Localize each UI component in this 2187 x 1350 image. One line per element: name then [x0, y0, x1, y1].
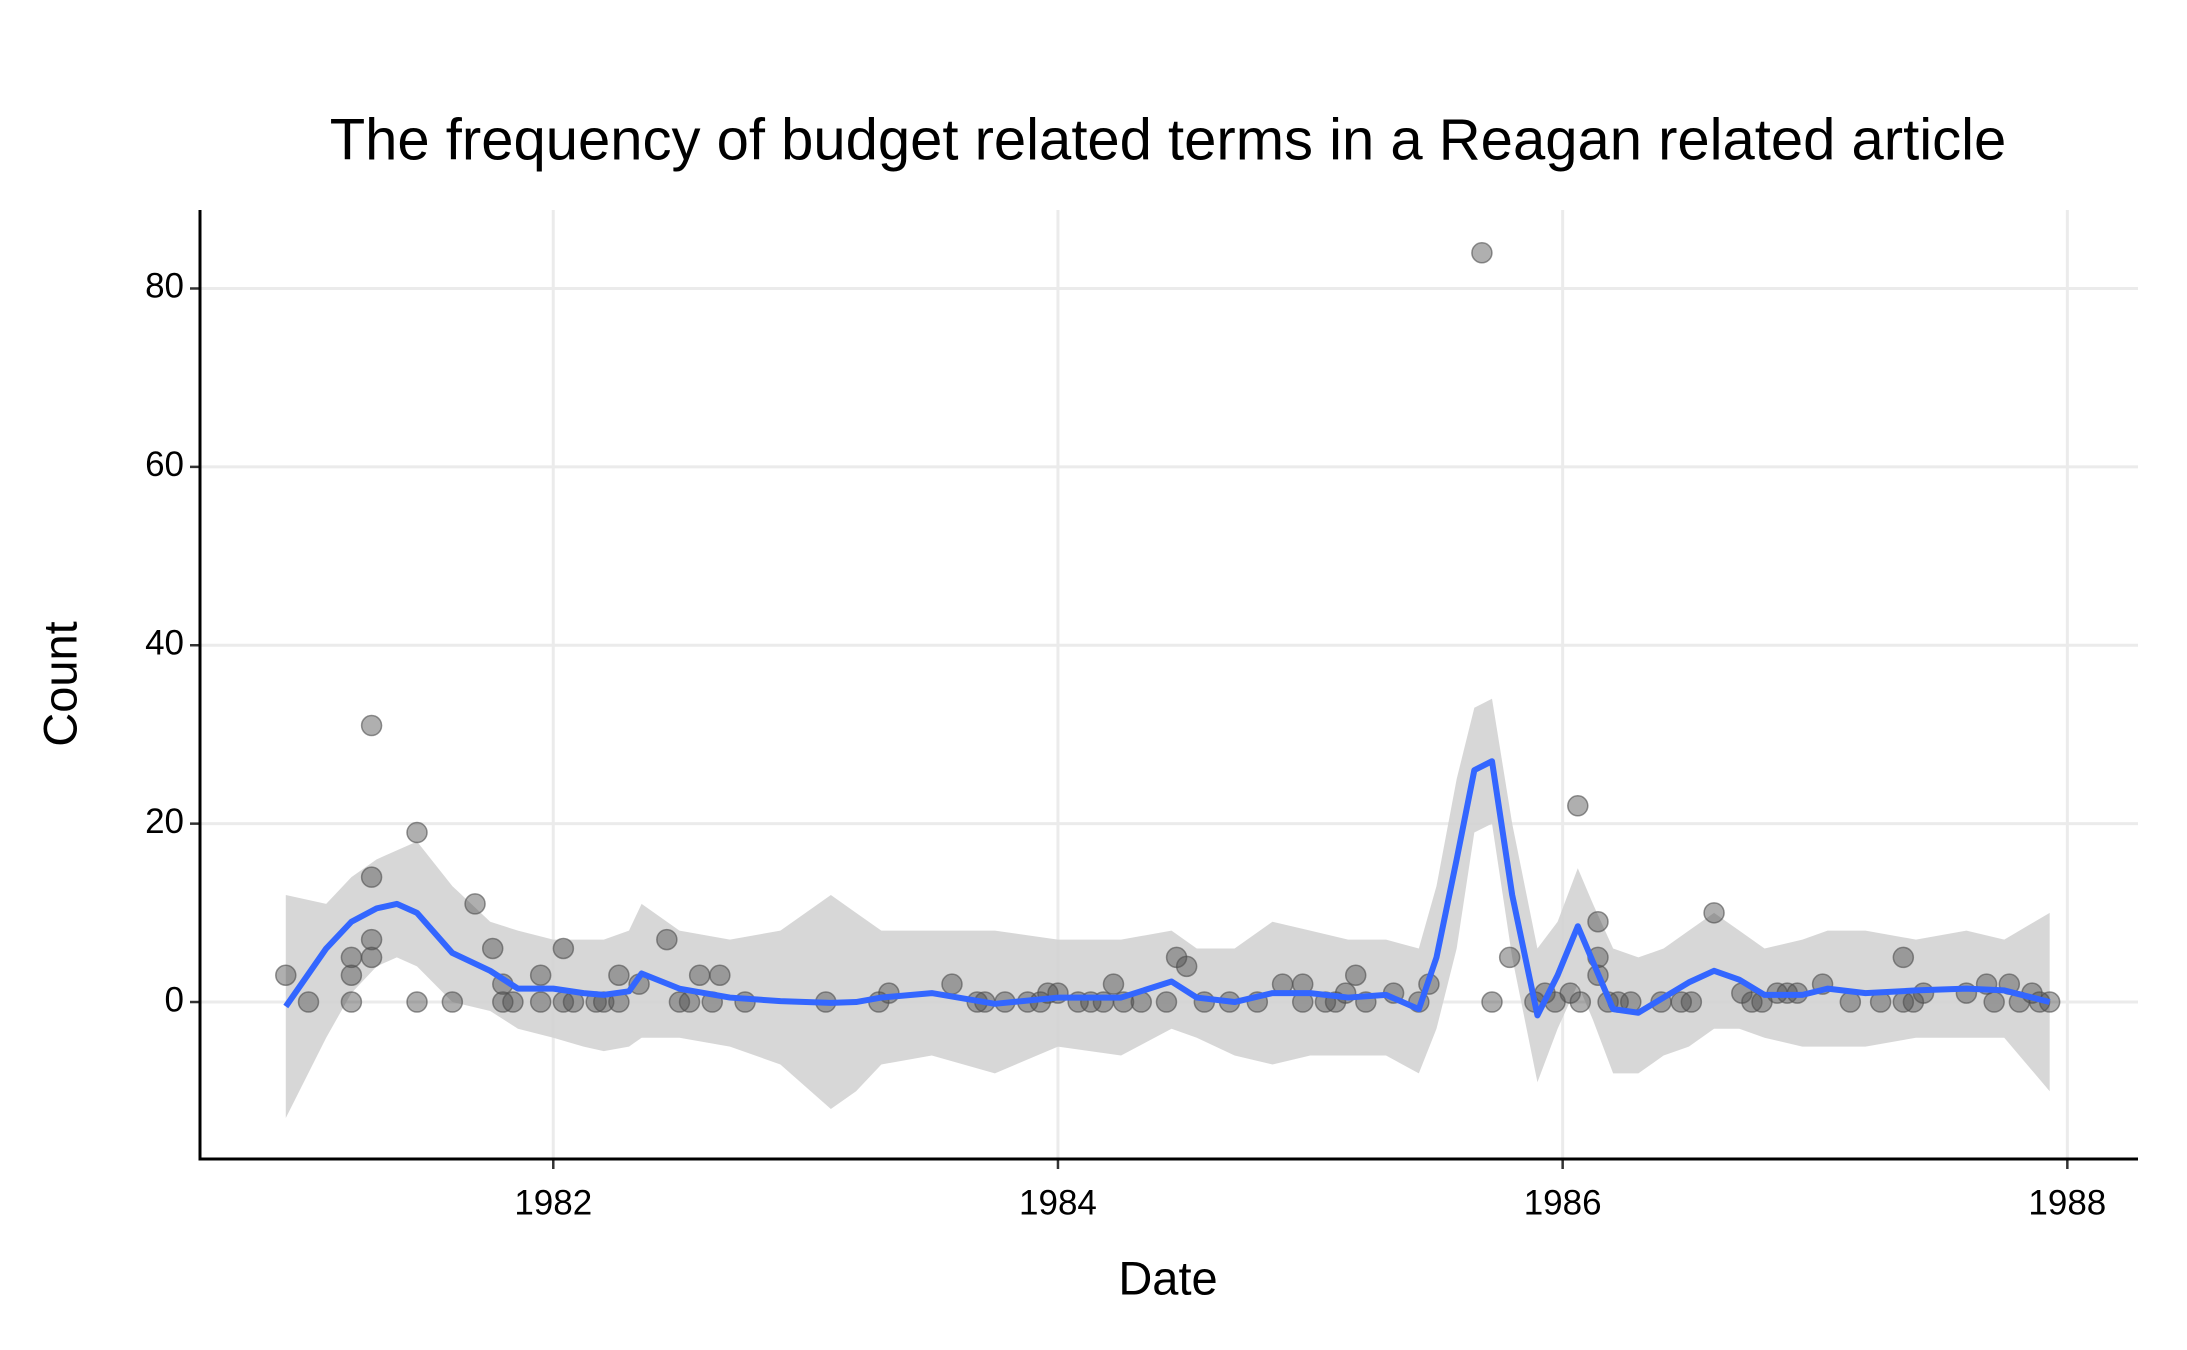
point: [406, 821, 428, 844]
point: [502, 991, 524, 1013]
point: [1175, 955, 1198, 978]
point: [360, 714, 383, 737]
point: [1587, 911, 1609, 933]
x-tick-label: 1986: [1524, 1183, 1602, 1222]
point: [441, 991, 464, 1013]
point: [1102, 973, 1125, 995]
point: [1680, 991, 1703, 1013]
point: [529, 991, 552, 1013]
x-tick-label: 1982: [514, 1183, 592, 1222]
point: [464, 893, 486, 915]
point: [678, 991, 701, 1013]
point: [1567, 795, 1589, 817]
point: [1471, 242, 1493, 264]
x-tick-label: 1988: [2028, 1183, 2106, 1222]
point: [360, 946, 383, 969]
point: [1344, 964, 1367, 987]
point: [1892, 946, 1915, 969]
y-tick-label: 20: [145, 802, 184, 841]
point: [481, 937, 504, 960]
point: [688, 964, 711, 987]
point: [1498, 946, 1521, 969]
point: [608, 964, 630, 987]
point: [1703, 902, 1725, 924]
smooth-line: [283, 758, 2051, 1019]
point: [1481, 991, 1503, 1013]
point: [1569, 991, 1592, 1013]
point: [656, 928, 678, 951]
y-tick-label: 40: [145, 624, 184, 663]
point: [941, 973, 963, 995]
y-tick-label: 0: [165, 980, 184, 1019]
point: [406, 991, 428, 1013]
point: [297, 991, 320, 1013]
point: [275, 964, 297, 987]
point: [340, 991, 363, 1013]
chart-title: The frequency of budget related terms in…: [330, 107, 2007, 172]
confidence-band: [285, 698, 2050, 1118]
y-axis-title: Count: [33, 621, 86, 746]
point: [340, 964, 363, 987]
point: [340, 946, 363, 969]
point: [1155, 991, 1178, 1013]
point: [552, 937, 575, 960]
point: [360, 866, 383, 888]
point: [709, 964, 731, 987]
x-axis-title: Date: [1118, 1251, 1217, 1304]
x-tick-label: 1984: [1019, 1183, 1097, 1222]
point: [360, 928, 383, 951]
point: [1983, 991, 2005, 1013]
y-tick-label: 80: [145, 267, 184, 306]
y-tick-label: 60: [145, 445, 184, 484]
point: [529, 964, 552, 987]
